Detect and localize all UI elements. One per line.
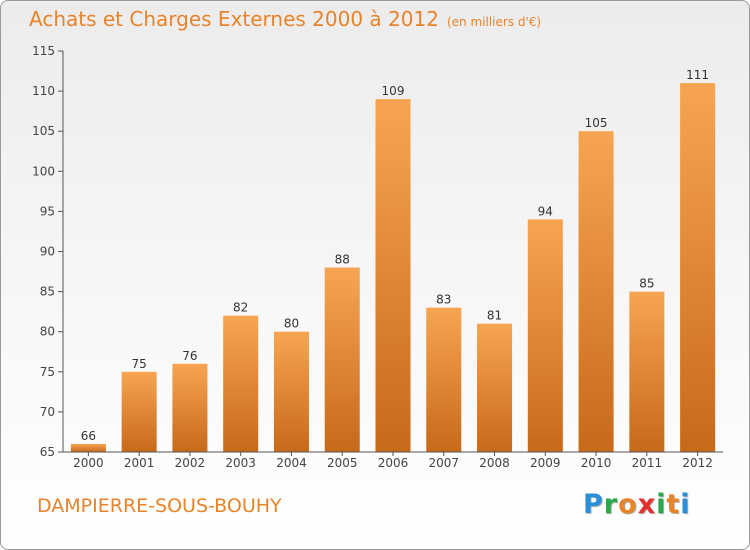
bar-2007 [426, 307, 462, 452]
y-tick-label: 95 [40, 204, 55, 218]
x-tick-label: 2005 [327, 456, 358, 470]
x-tick-label: 2007 [428, 456, 459, 470]
bar-2012 [680, 83, 716, 452]
chart-subtitle: (en milliers d'€) [446, 15, 542, 29]
bar-value-label: 66 [81, 429, 96, 443]
x-tick-label: 2003 [225, 456, 256, 470]
bar-2003 [223, 315, 259, 452]
bar-value-label: 76 [182, 349, 197, 363]
x-tick-label: 2004 [276, 456, 307, 470]
y-tick-label: 75 [40, 365, 55, 379]
bar-2010 [578, 131, 614, 452]
logo-letter: o [618, 489, 638, 520]
chart-title-text: Achats et Charges Externes 2000 à 2012 [29, 7, 439, 31]
bar-value-label: 94 [538, 204, 553, 218]
y-tick-label: 90 [40, 245, 55, 259]
bar-2005 [324, 267, 360, 452]
bar-2008 [477, 323, 513, 452]
bar-value-label: 111 [686, 68, 709, 82]
bar-value-label: 88 [335, 253, 350, 267]
proxiti-logo: Proxiti [583, 489, 691, 520]
bar-value-label: 83 [436, 293, 451, 307]
x-tick-label: 2006 [378, 456, 409, 470]
bar-value-label: 85 [639, 277, 654, 291]
x-tick-label: 2009 [530, 456, 561, 470]
logo-letter: i [656, 489, 667, 520]
y-tick-label: 110 [32, 84, 55, 98]
bars: 66 75 76 82 80 88 109 83 81 94 105 85 111 [70, 68, 716, 453]
logo-letter: t [666, 489, 681, 520]
bar-value-label: 81 [487, 309, 502, 323]
bar-value-label: 82 [233, 301, 248, 315]
logo-letter: x [637, 489, 657, 520]
bar-value-label: 105 [585, 116, 608, 130]
bar-2011 [629, 291, 665, 452]
y-tick-label: 85 [40, 285, 55, 299]
bar-value-label: 75 [132, 357, 147, 371]
logo-letter: P [583, 489, 604, 520]
x-tick-label: 2001 [124, 456, 155, 470]
y-tick-label: 115 [32, 44, 55, 58]
commune-name: DAMPIERRE-SOUS-BOUHY [37, 495, 282, 517]
x-axis: 2000 2001 2002 2003 2004 2005 2006 2007 2008 2009… [63, 451, 723, 470]
bar-2000 [70, 443, 106, 452]
y-tick-label: 65 [40, 445, 55, 459]
bar-value-label: 80 [284, 317, 299, 331]
y-tick-label: 80 [40, 325, 55, 339]
chart-title: Achats et Charges Externes 2000 à 2012 (e… [29, 7, 541, 31]
logo-letter: r [603, 489, 619, 520]
y-tick-label: 105 [32, 124, 55, 138]
x-tick-label: 2000 [73, 456, 104, 470]
logo-letter: i [680, 489, 691, 520]
bar-2004 [273, 331, 309, 452]
x-tick-label: 2002 [175, 456, 206, 470]
bar-2001 [121, 371, 157, 452]
bar-value-label: 109 [382, 84, 405, 98]
x-tick-label: 2010 [581, 456, 612, 470]
x-tick-label: 2012 [682, 456, 713, 470]
bar-2006 [375, 99, 411, 453]
x-tick-label: 2008 [479, 456, 510, 470]
bar-2002 [172, 363, 208, 452]
y-axis: 65 70 75 80 85 90 95 100 105 110 115 [32, 44, 64, 459]
y-tick-label: 70 [40, 405, 55, 419]
x-tick-label: 2011 [632, 456, 663, 470]
bar-2009 [527, 219, 563, 452]
y-tick-label: 100 [32, 164, 55, 178]
